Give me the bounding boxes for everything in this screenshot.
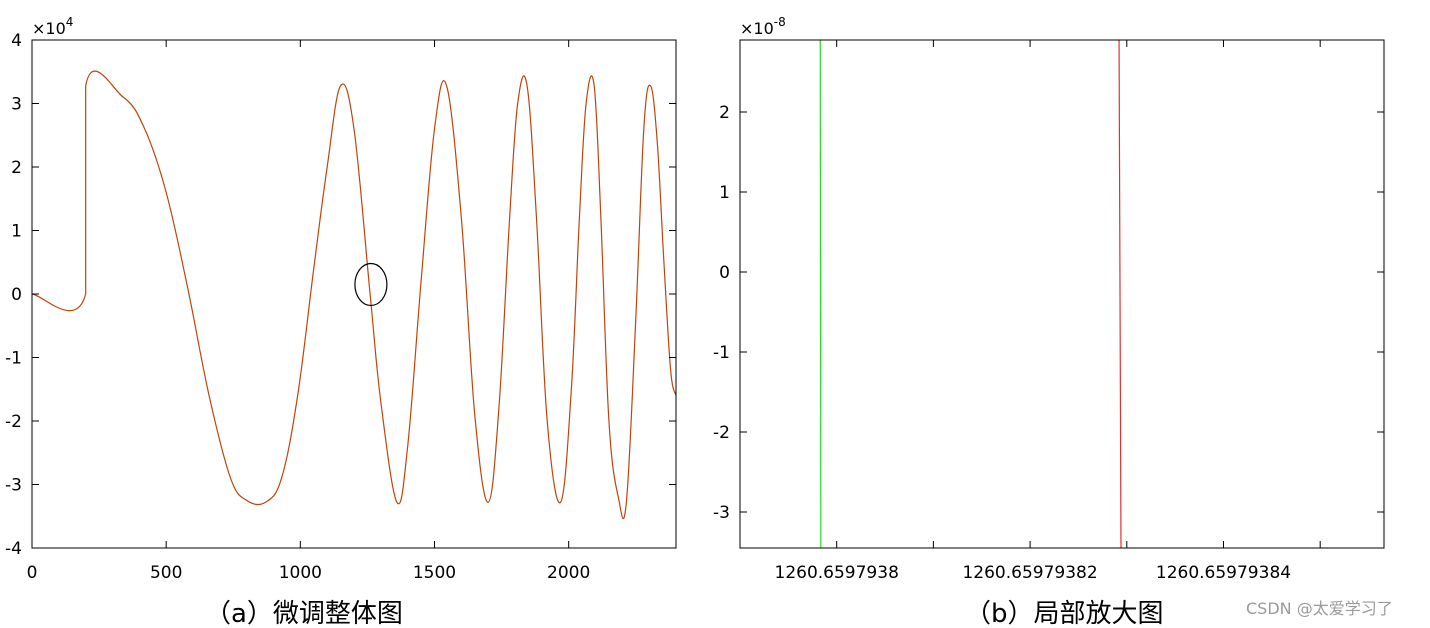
- chart-a-caption: （a）微调整体图: [205, 599, 403, 628]
- chart-a-axes-box: [31, 39, 677, 549]
- chart-a-x-tick-label: 0: [27, 563, 38, 583]
- chart-b-caption: （b）局部放大图: [965, 599, 1164, 628]
- chart-a-y-tick-label: 3: [11, 95, 22, 115]
- chart-a-y-tick-label: 1: [11, 222, 22, 242]
- chart-b-y-tick-label: -2: [713, 423, 730, 443]
- chart-b-x-tick-label: 1260.6597938: [775, 563, 899, 583]
- chart-b-y-tick-label: -1: [713, 343, 730, 363]
- watermark: CSDN @太爱学习了: [1246, 599, 1393, 618]
- chart-a-series-line-0: [31, 70, 677, 520]
- chart-a-x-tick-label: 500: [150, 563, 182, 583]
- chart-b-y-multiplier: ×10-8: [740, 15, 786, 38]
- chart-a-y-multiplier: ×104: [32, 15, 73, 38]
- chart-b-y-tick-label: 0: [719, 263, 730, 283]
- chart-a-y-tick-label: 4: [11, 31, 22, 51]
- chart-a-x-tick-label: 1000: [279, 563, 322, 583]
- annotation-ellipse: [354, 262, 388, 307]
- chart-a-x-tick-label: 2000: [547, 563, 590, 583]
- chart-b-ticks: 2 1 0 -1 -2 -3 1260.6597938 1260.65979382 1260.6…: [713, 40, 1384, 583]
- chart-b-axes-box: [739, 39, 1385, 549]
- chart-a-y-tick-label: 0: [11, 285, 22, 305]
- chart-b-x-tick-label: 1260.65979382: [962, 563, 1097, 583]
- chart-a-y-tick-label: 2: [11, 158, 22, 178]
- chart-b-x-tick-label: 1260.65979384: [1156, 563, 1291, 583]
- chart-b-y-tick-label: 2: [719, 103, 730, 123]
- chart-a-y-tick-label: -3: [5, 476, 22, 496]
- chart-b-series-line-0: [819, 39, 822, 549]
- chart-b-y-tick-label: -3: [713, 503, 730, 523]
- chart-a-series-group: [31, 70, 677, 520]
- chart-a-x-tick-label: 1500: [413, 563, 456, 583]
- chart-b-y-tick-label: 1: [719, 183, 730, 203]
- chart-a-y-tick-label: -1: [5, 349, 22, 369]
- chart-a-y-tick-label: -2: [5, 412, 22, 432]
- chart-a-y-tick-label: -4: [5, 539, 22, 559]
- chart-b-series-group: [819, 39, 1122, 549]
- chart-panel-b: 2 1 0 -1 -2 -3 1260.6597938 1260.65979382 1260.6…: [713, 15, 1385, 628]
- chart-b-series-line-1: [1118, 39, 1122, 549]
